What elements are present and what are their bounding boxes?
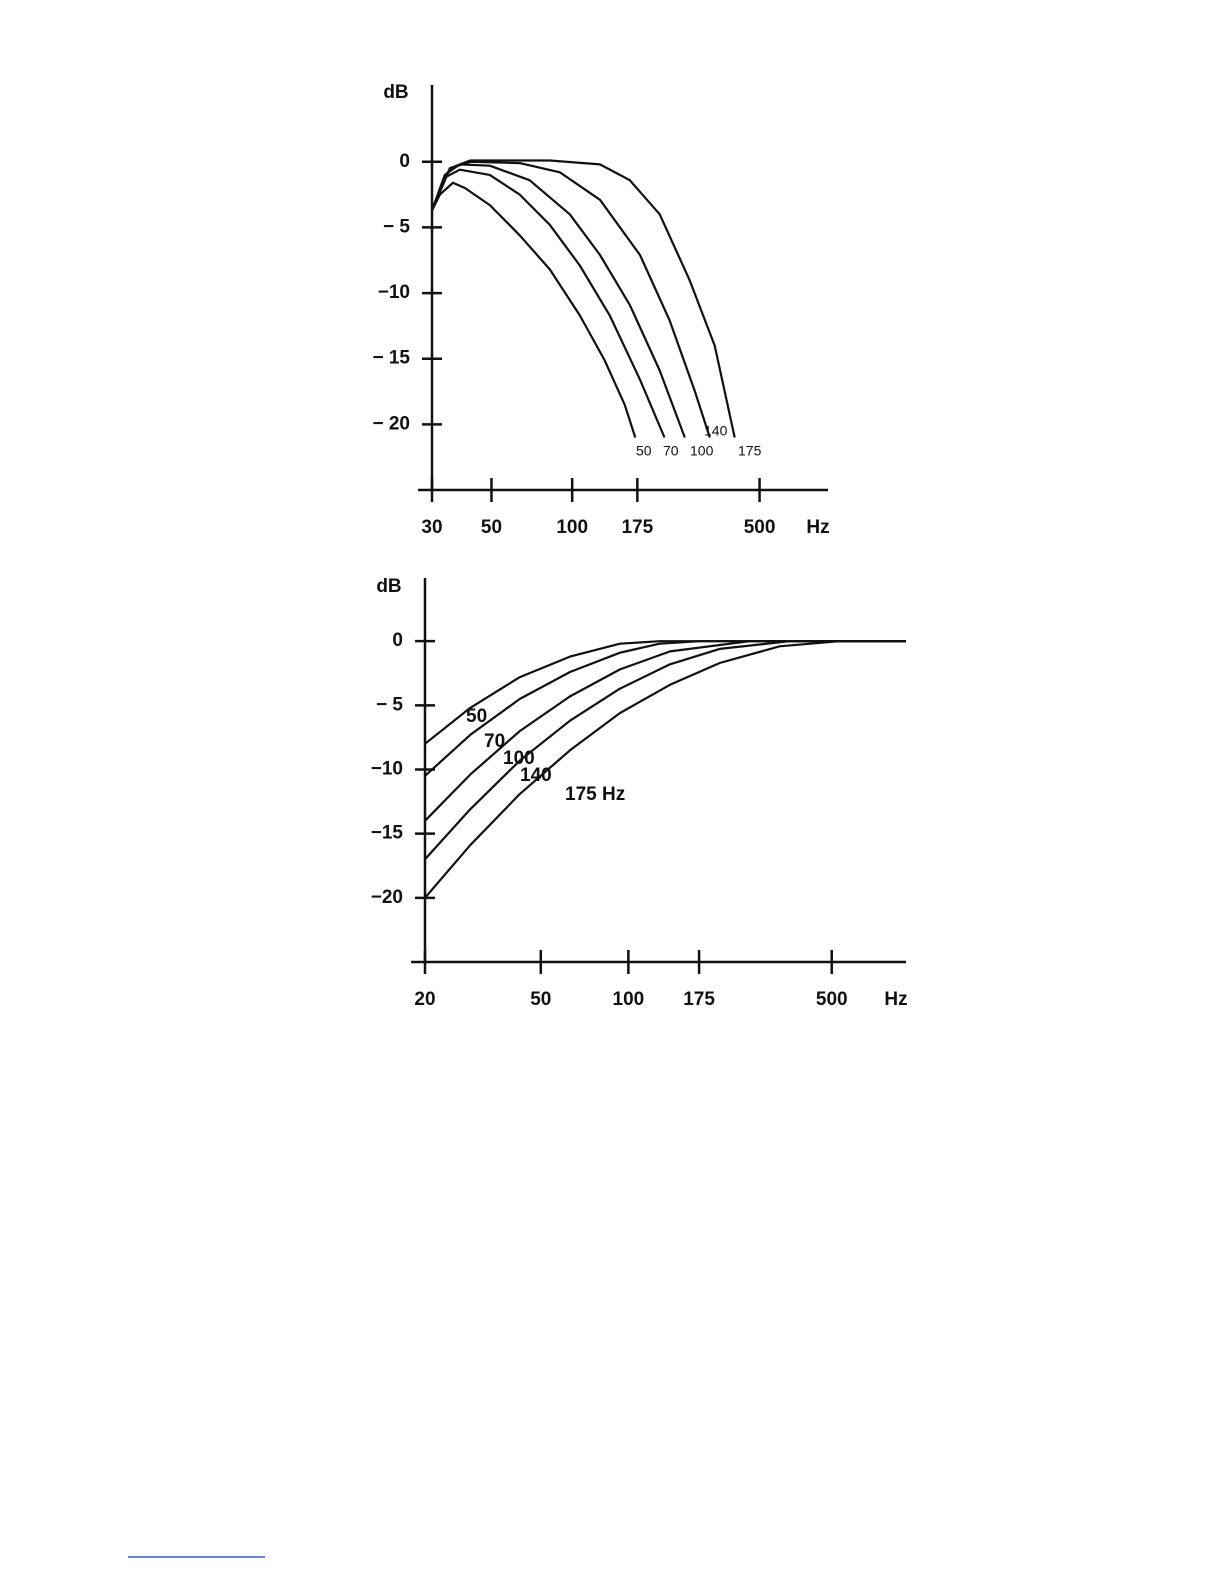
x-tick-label: 500 (816, 989, 848, 1010)
curve (430, 159, 736, 438)
y-tick-label: −10 (371, 759, 403, 780)
curve-label: 175 Hz (565, 784, 625, 805)
x-tick-label: 500 (744, 517, 776, 538)
curve (424, 640, 906, 861)
y-axis-label: dB (376, 576, 401, 597)
x-tick-label: 175 (621, 517, 653, 538)
x-tick-label: 100 (556, 517, 588, 538)
curve (431, 181, 637, 438)
x-tick-label: 30 (421, 517, 442, 538)
curve (430, 163, 686, 438)
y-tick-label: − 5 (376, 694, 403, 715)
curve-label: 140 (520, 765, 552, 786)
x-tick-label: 20 (414, 989, 435, 1010)
y-tick-label: 0 (399, 151, 410, 172)
curve-label: 175 (738, 443, 762, 459)
x-axis-label: Hz (806, 517, 829, 538)
y-tick-label: − 5 (383, 216, 410, 237)
x-tick-label: 100 (613, 989, 645, 1010)
y-tick-label: −10 (378, 282, 410, 303)
y-tick-label: −20 (371, 887, 403, 908)
curve (430, 168, 666, 438)
x-tick-label: 50 (530, 989, 551, 1010)
y-axis-label: dB (383, 82, 408, 103)
curve-label: 100 (690, 443, 714, 459)
curve (424, 640, 906, 899)
curve (424, 640, 906, 777)
curve-label: 100 (503, 748, 535, 769)
x-axis-label: Hz (884, 989, 907, 1010)
curve-label: 50 (636, 443, 652, 459)
y-tick-label: − 20 (372, 413, 410, 434)
curve (424, 640, 906, 822)
curve-label: 70 (663, 443, 679, 459)
y-tick-label: − 15 (372, 348, 410, 369)
curve (424, 640, 906, 745)
y-tick-label: 0 (392, 630, 403, 651)
y-tick-label: −15 (371, 823, 404, 844)
x-tick-label: 50 (481, 517, 502, 538)
curve-label: 70 (484, 731, 505, 752)
curve (430, 160, 711, 438)
x-tick-label: 175 (683, 989, 715, 1010)
curve-label: 50 (466, 706, 487, 727)
curve-label: 140 (704, 423, 728, 439)
